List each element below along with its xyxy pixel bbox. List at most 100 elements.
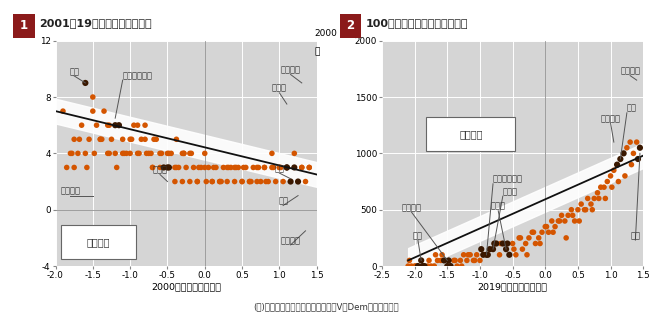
Point: [419, 264, 430, 269]
Point: [468, 258, 479, 263]
Point: [196, 165, 206, 170]
Point: [110, 123, 120, 128]
Point: [141, 151, 151, 156]
Point: [507, 241, 518, 246]
Point: [237, 179, 247, 184]
Point: [201, 179, 212, 184]
Point: [88, 109, 98, 114]
Text: (注)民主主義指数はスウェーデンのV－Dem研究所による: (注)民主主義指数はスウェーデンのV－Dem研究所による: [253, 302, 400, 311]
Point: [99, 109, 109, 114]
Text: 2001～19年の平均経済成長率: 2001～19年の平均経済成長率: [39, 18, 151, 28]
Point: [259, 165, 270, 170]
Text: 米国: 米国: [274, 164, 285, 173]
Point: [596, 185, 606, 190]
Point: [276, 165, 286, 170]
Point: [207, 179, 217, 184]
Point: [556, 213, 567, 218]
Point: [424, 258, 434, 263]
Point: [504, 252, 515, 257]
Point: [612, 162, 622, 167]
Point: [89, 151, 99, 156]
Point: [609, 168, 619, 173]
Point: [244, 179, 255, 184]
Point: [622, 145, 632, 150]
Point: [171, 165, 182, 170]
Point: [579, 207, 590, 212]
Point: [476, 247, 486, 252]
Point: [485, 247, 495, 252]
Point: [270, 179, 281, 184]
Point: [456, 264, 467, 269]
Point: [57, 109, 68, 114]
Point: [181, 165, 191, 170]
Point: [432, 258, 443, 263]
Point: [429, 264, 439, 269]
Point: [618, 151, 629, 156]
Point: [409, 264, 420, 269]
Point: [222, 179, 232, 184]
Text: エジプト: エジプト: [61, 187, 80, 196]
Point: [252, 165, 263, 170]
Point: [436, 258, 446, 263]
Text: インド: インド: [272, 84, 287, 93]
Point: [179, 151, 189, 156]
Point: [406, 264, 417, 269]
Point: [574, 218, 584, 223]
Point: [442, 264, 453, 269]
Point: [530, 241, 541, 246]
Point: [133, 151, 143, 156]
Point: [266, 151, 277, 156]
Point: [296, 165, 307, 170]
Point: [514, 235, 524, 240]
Point: [537, 230, 547, 235]
Point: [613, 179, 624, 184]
Text: 日本: 日本: [278, 197, 288, 206]
Text: ナイジェリア: ナイジェリア: [493, 175, 523, 184]
Point: [615, 156, 626, 162]
Point: [67, 151, 77, 156]
Point: [226, 165, 236, 170]
Point: [404, 258, 415, 263]
Point: [541, 224, 552, 229]
Point: [177, 151, 187, 156]
Point: [133, 123, 143, 128]
Point: [125, 137, 135, 142]
Point: [576, 202, 586, 207]
Text: 2: 2: [346, 19, 355, 32]
Point: [218, 165, 229, 170]
Point: [509, 247, 519, 252]
Point: [76, 123, 87, 128]
Point: [103, 151, 113, 156]
Point: [489, 241, 500, 246]
Point: [304, 165, 315, 170]
Point: [114, 123, 124, 128]
Point: [528, 230, 539, 235]
Point: [179, 151, 189, 156]
Point: [463, 252, 473, 257]
Point: [430, 252, 441, 257]
Point: [443, 258, 454, 263]
Point: [80, 151, 91, 156]
Point: [268, 165, 279, 170]
Point: [129, 123, 139, 128]
Point: [185, 179, 195, 184]
Point: [452, 264, 462, 269]
Point: [511, 252, 521, 257]
Point: [475, 258, 485, 263]
Point: [535, 241, 545, 246]
Point: [573, 207, 583, 212]
Point: [293, 179, 303, 184]
Point: [261, 179, 271, 184]
Point: [471, 252, 482, 257]
Point: [214, 179, 225, 184]
Point: [112, 165, 122, 170]
Point: [607, 185, 617, 190]
Point: [563, 213, 573, 218]
Point: [605, 173, 616, 178]
Point: [498, 241, 508, 246]
Point: [240, 165, 251, 170]
Point: [203, 165, 214, 170]
Point: [592, 190, 603, 195]
Point: [625, 140, 635, 145]
Point: [80, 80, 91, 85]
